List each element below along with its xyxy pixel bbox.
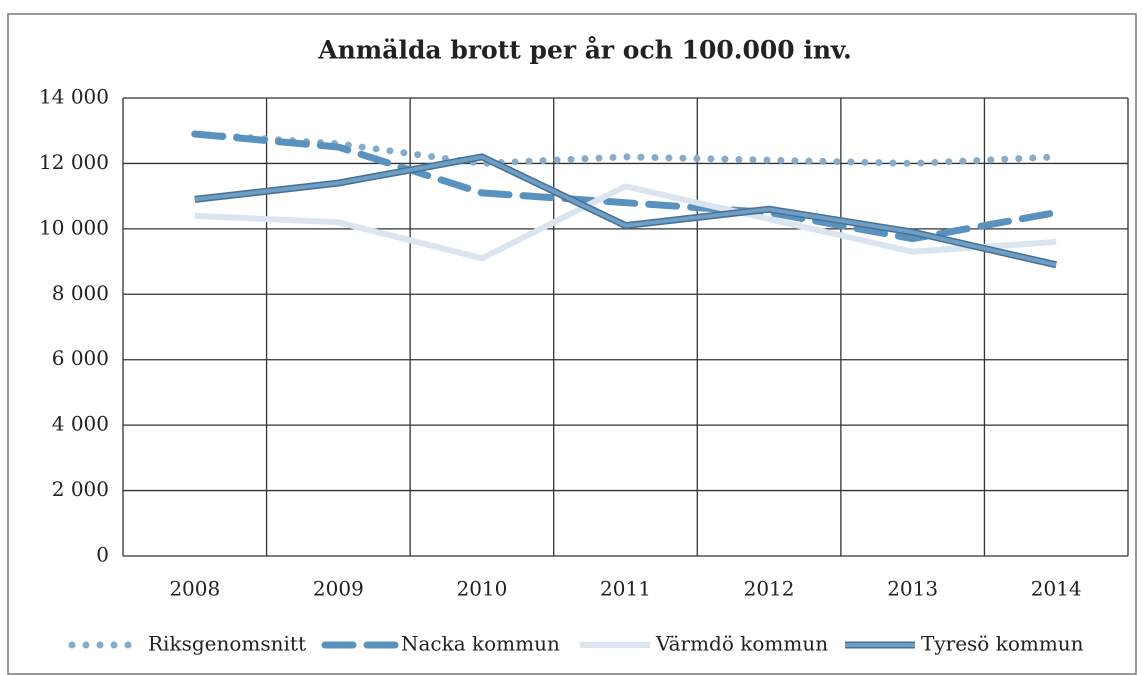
y-tick-label: 14 000 — [39, 85, 109, 109]
x-tick-label: 2009 — [313, 577, 364, 601]
y-tick-label: 10 000 — [39, 215, 109, 239]
legend-label: Riksgenomsnitt — [148, 632, 306, 656]
y-tick-label: 2 000 — [52, 477, 109, 501]
x-tick-label: 2008 — [169, 577, 220, 601]
series-line — [194, 183, 1057, 262]
legend-label: Tyresö kommun — [921, 632, 1084, 656]
y-tick-label: 4 000 — [52, 412, 109, 436]
y-tick-label: 12 000 — [39, 150, 109, 174]
legend-label: Nacka kommun — [401, 632, 560, 656]
x-tick-label: 2012 — [744, 577, 795, 601]
y-tick-label: 8 000 — [52, 281, 109, 305]
x-tick-label: 2010 — [456, 577, 507, 601]
y-tick-label: 6 000 — [52, 346, 109, 370]
series-line — [194, 154, 1057, 267]
chart-frame — [7, 13, 1137, 675]
x-tick-label: 2011 — [600, 577, 651, 601]
x-tick-label: 2014 — [1031, 577, 1082, 601]
series-line — [191, 130, 1060, 167]
series-line — [191, 130, 1060, 243]
legend-label: Värmdö kommun — [655, 632, 828, 656]
y-tick-label: 0 — [96, 543, 109, 567]
chart-title: Anmälda brott per år och 100.000 inv. — [317, 36, 852, 65]
x-tick-label: 2013 — [887, 577, 938, 601]
